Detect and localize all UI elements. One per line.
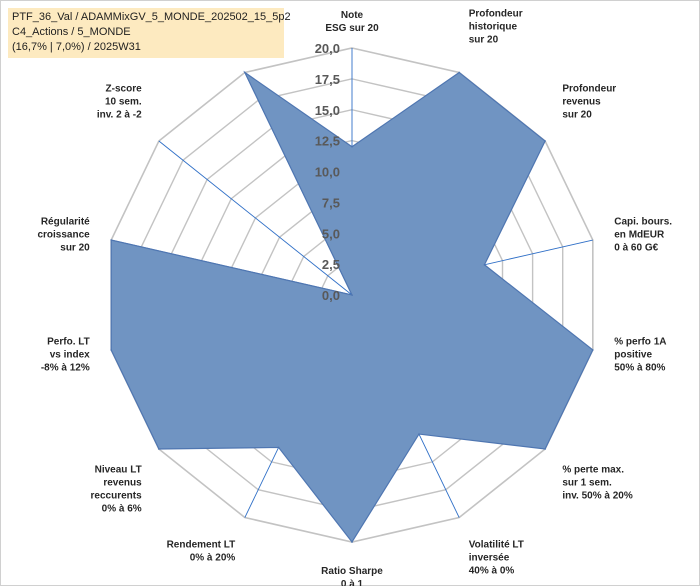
axis-label: Capi. bours. en MdEUR 0 à 60 G€ [614, 217, 672, 254]
tick-label: 20,0 [315, 41, 340, 56]
data-point [158, 448, 160, 450]
tick-label: 15,0 [315, 103, 340, 118]
tick-label: 10,0 [315, 165, 340, 180]
axis-label: % perfo 1A positive 50% à 80% [614, 336, 666, 373]
axis-label: Profondeur revenus sur 20 [562, 83, 616, 120]
axis-label: % perte max. sur 1 sem. inv. 50% à 20% [562, 465, 633, 502]
axis-label: Perfo. LT vs index -8% à 12% [41, 336, 90, 373]
tick-label: 5,0 [322, 226, 340, 241]
data-point [351, 146, 353, 148]
axis-label: Note ESG sur 20 [325, 10, 379, 34]
data-point [351, 541, 353, 543]
tick-label: 17,5 [315, 72, 340, 87]
title-line-1: PTF_36_Val / ADAMMixGV_5_MONDE_202502_15… [12, 11, 291, 23]
title-line-2: C4_Actions / 5_MONDE [12, 26, 131, 38]
tick-label: 12,5 [315, 134, 340, 149]
tick-label: 2,5 [322, 257, 340, 272]
data-point [592, 349, 594, 351]
tick-label: 0,0 [322, 288, 340, 303]
title-line-3: (16,7% | 7,0%) / 2025W31 [12, 41, 141, 53]
axis-label: Volatilité LT inversée 40% à 0% [469, 539, 524, 576]
axis-label: Ratio Sharpe 0 à 1 [321, 566, 383, 586]
axis-label: Profondeur historique sur 20 [469, 9, 523, 46]
axis-label: Niveau LT revenus reccurents 0% à 6% [91, 465, 143, 515]
series [110, 70, 594, 544]
data-point [418, 433, 420, 435]
data-point [458, 71, 460, 74]
data-point [244, 71, 246, 74]
axis-label: Z-score 10 sem. inv. 2 à -2 [97, 83, 142, 120]
data-point [110, 239, 112, 241]
data-point [110, 349, 112, 351]
data-point [544, 448, 546, 450]
radial-ticks: 0,0 2,5 5,0 7,5 10,0 12,5 15,0 17,5 20,0 [315, 41, 340, 303]
tick-label: 7,5 [322, 195, 340, 210]
data-point [351, 294, 353, 296]
data-point [544, 140, 546, 142]
chart-title: PTF_36_Val / ADAMMixGV_5_MONDE_202502_15… [8, 8, 291, 58]
data-point [483, 263, 486, 266]
axis-spoke [158, 140, 353, 296]
data-point [277, 446, 280, 449]
axis-label: Régularité croissance sur 20 [37, 217, 90, 254]
axis-label: Rendement LT 0% à 20% [167, 539, 236, 563]
